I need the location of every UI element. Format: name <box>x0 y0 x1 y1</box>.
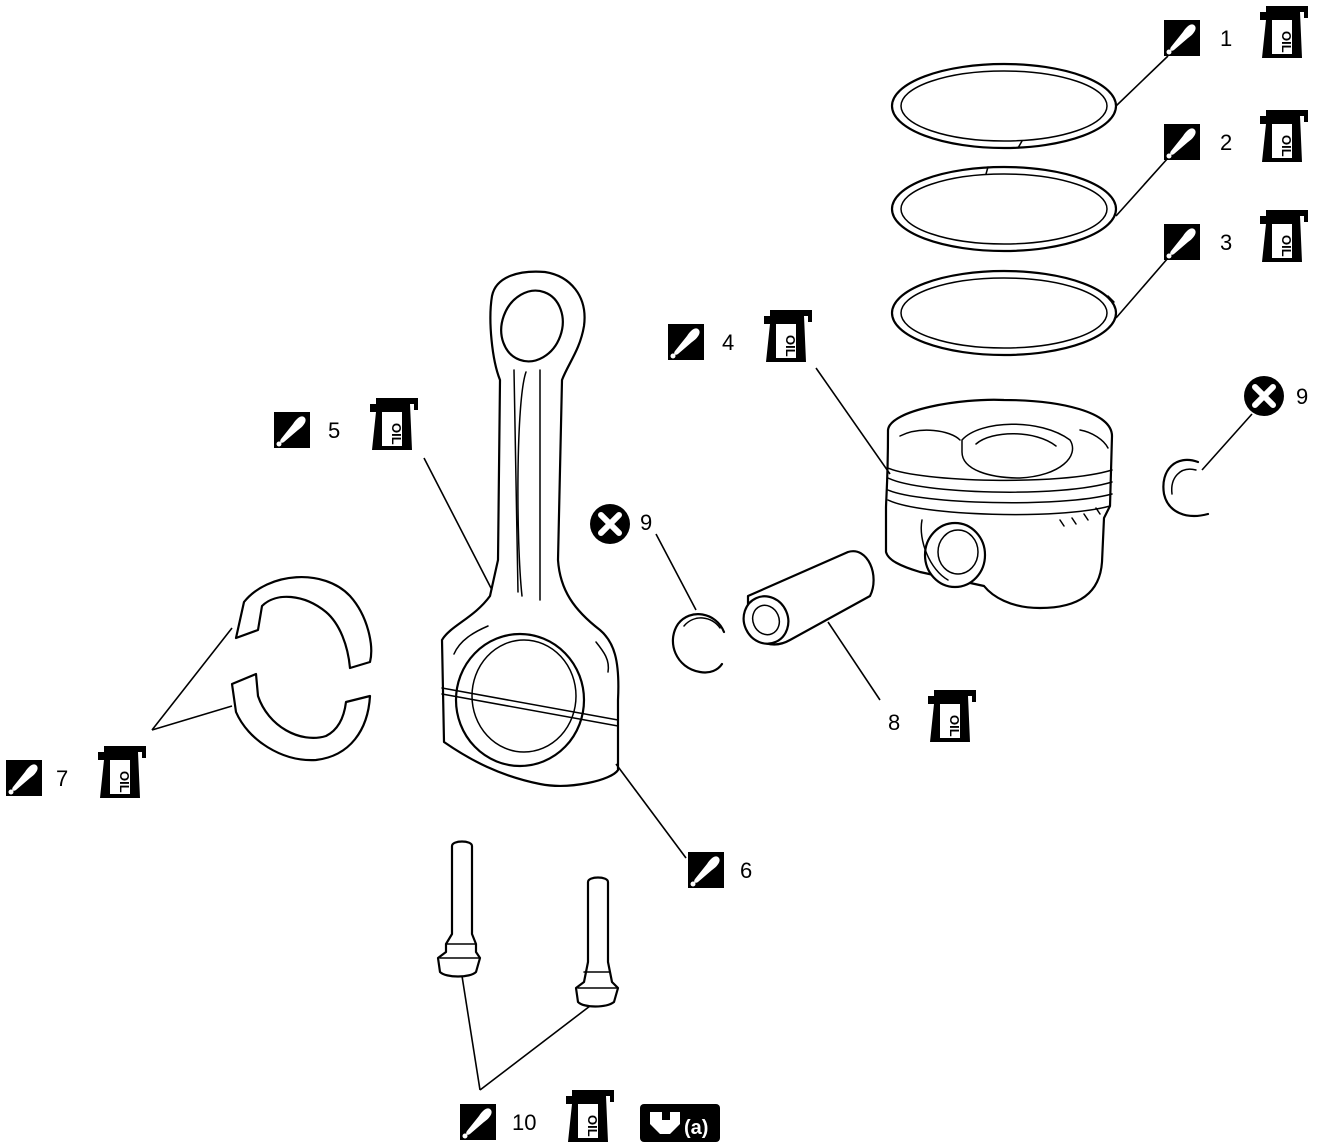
callout-10-number: 10 <box>512 1110 536 1135</box>
callout-6-number: 6 <box>740 858 752 883</box>
callout-2-number: 2 <box>1220 130 1232 155</box>
piston-ring-2 <box>890 165 1118 253</box>
callout-1-number: 1 <box>1220 26 1232 51</box>
oil-label: OIL <box>783 335 798 357</box>
callout-9-right-number: 9 <box>1296 384 1308 409</box>
oil-label: OIL <box>585 1115 600 1137</box>
callout-4: 4 OIL <box>668 310 812 362</box>
oil-label: OIL <box>117 771 132 793</box>
piston-pin <box>742 550 875 646</box>
oil-can-icon <box>1164 224 1200 260</box>
oil-can-icon <box>668 324 704 360</box>
torque-spec-label: (a) <box>684 1117 708 1139</box>
callout-7: 7 OIL <box>6 746 146 798</box>
connecting-rod <box>440 270 620 787</box>
connecting-rod-bearing-lower <box>230 672 372 762</box>
oil-can-icon <box>1164 20 1200 56</box>
callout-2: 2 OIL <box>1164 110 1308 162</box>
oil-label: OIL <box>1279 31 1294 53</box>
connecting-rod-bolt-left <box>436 840 482 978</box>
callout-5-number: 5 <box>328 418 340 443</box>
oil-label: OIL <box>389 423 404 445</box>
callout-6: 6 <box>688 852 752 888</box>
connecting-rod-bolt-right <box>574 876 620 1008</box>
callout-9-left-number: 9 <box>640 510 652 535</box>
oil-can-icon <box>460 1104 496 1140</box>
callout-3-number: 3 <box>1220 230 1232 255</box>
callout-3: 3 OIL <box>1164 210 1308 262</box>
oil-label: OIL <box>1279 235 1294 257</box>
do-not-reuse-icon <box>1244 376 1284 416</box>
piston <box>884 398 1114 610</box>
oil-label: OIL <box>1279 135 1294 157</box>
oil-label: OIL <box>947 715 962 737</box>
oil-can-icon <box>6 760 42 796</box>
callout-4-number: 4 <box>722 330 734 355</box>
oil-can-icon <box>274 412 310 448</box>
oil-can-icon <box>1164 124 1200 160</box>
callout-7-number: 7 <box>56 766 68 791</box>
connecting-rod-bearing-upper <box>234 576 373 670</box>
callout-1: 1 OIL <box>1164 6 1308 58</box>
callout-9-right: 9 <box>1244 376 1308 416</box>
torque-wrench-icon: (a) <box>640 1104 720 1142</box>
callout-8: 8 OIL <box>888 690 976 742</box>
callout-5: 5 OIL <box>274 398 418 450</box>
piston-ring-3 <box>890 269 1118 357</box>
piston-ring-1 <box>890 62 1118 150</box>
callout-8-number: 8 <box>888 710 900 735</box>
callout-10: 10 (a) OIL <box>460 1090 720 1142</box>
piston-pin-circlip-left <box>671 613 726 674</box>
do-not-reuse-icon <box>590 504 630 544</box>
leader-lines <box>151 55 1253 1091</box>
piston-pin-circlip-right <box>1162 458 1210 518</box>
callout-9-left: 9 <box>590 504 652 544</box>
oil-can-icon <box>688 852 724 888</box>
